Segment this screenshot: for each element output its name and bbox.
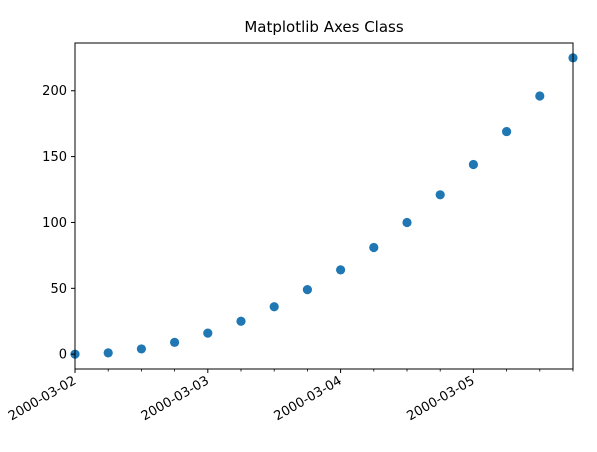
x-tick-label: 2000-03-03: [139, 373, 212, 424]
data-point: [236, 316, 246, 326]
data-point: [435, 190, 445, 200]
data-point: [336, 265, 346, 275]
data-point: [269, 302, 279, 312]
axes-frame: [74, 42, 574, 370]
x-axis: 2000-03-02 2000-03-03 2000-03-04 2000-03-05: [6, 369, 574, 424]
data-point: [302, 285, 312, 295]
data-point: [136, 344, 146, 354]
data-point: [502, 126, 512, 137]
data-point: [369, 242, 379, 253]
x-tick-label: 2000-03-02: [6, 373, 79, 424]
y-tick-label: 150: [42, 150, 67, 165]
y-axis: 0 50 100 150 200: [42, 84, 75, 363]
data-point: [535, 91, 545, 101]
data-point: [203, 328, 213, 338]
data-point: [402, 217, 412, 228]
y-tick-label: 0: [59, 348, 67, 363]
data-points: [70, 53, 578, 359]
data-point: [103, 348, 113, 358]
data-point: [468, 159, 478, 170]
x-tick-label: 2000-03-04: [272, 373, 345, 424]
y-tick-label: 50: [50, 282, 67, 297]
y-tick-label: 200: [42, 84, 67, 99]
y-tick-label: 100: [42, 216, 67, 231]
data-point: [170, 337, 180, 347]
chart-title: Matplotlib Axes Class: [244, 18, 404, 36]
x-tick-label: 2000-03-05: [404, 373, 477, 424]
